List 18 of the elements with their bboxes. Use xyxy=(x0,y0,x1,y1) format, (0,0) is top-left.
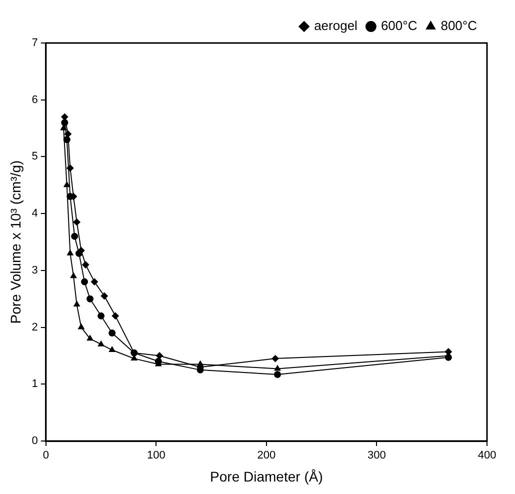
y-tick-label: 4 xyxy=(32,208,38,220)
y-tick-label: 2 xyxy=(32,321,38,334)
x-axis-title: Pore Diameter (Å) xyxy=(210,468,323,484)
x-tick-label: 400 xyxy=(478,450,496,462)
legend-label: aerogel xyxy=(314,18,358,34)
x-tick-label: 100 xyxy=(147,450,166,462)
y-tick-label: 5 xyxy=(32,150,38,163)
legend-label: 600°C xyxy=(380,18,418,34)
legend-label: 800°C xyxy=(440,18,478,34)
y-tick-label: 1 xyxy=(32,378,38,390)
y-tick-label: 6 xyxy=(32,94,38,106)
x-tick-label: 0 xyxy=(42,450,49,462)
y-axis-title: Pore Volume x 10³ (cm³/g) xyxy=(7,160,24,324)
y-tick-label: 0 xyxy=(32,435,38,448)
x-tick-label: 300 xyxy=(368,450,386,462)
x-tick-label: 200 xyxy=(257,450,276,462)
y-tick-label: 3 xyxy=(32,264,38,276)
y-tick-label: 7 xyxy=(32,37,38,50)
